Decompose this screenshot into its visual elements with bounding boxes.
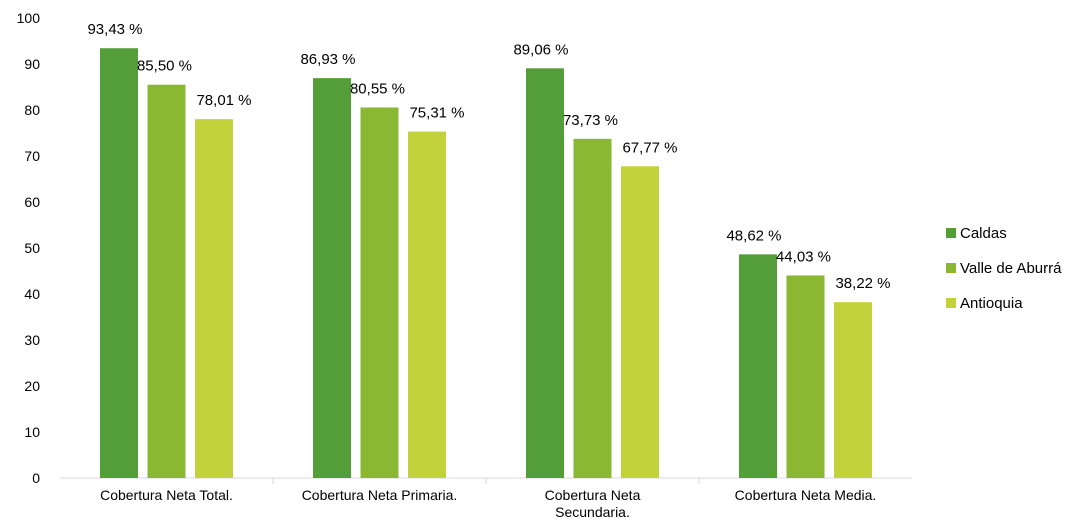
x-category-label: Cobertura Neta Primaria. xyxy=(302,487,458,503)
y-tick-label: 50 xyxy=(24,240,40,256)
y-tick-label: 20 xyxy=(24,378,40,394)
data-label: 38,22 % xyxy=(835,275,890,292)
data-label: 93,43 % xyxy=(87,21,142,38)
legend-label: Antioquia xyxy=(960,295,1023,312)
data-label: 75,31 % xyxy=(409,105,464,122)
x-category-label: Cobertura Neta xyxy=(545,487,641,503)
bar-caldas xyxy=(526,68,564,478)
legend-swatch xyxy=(946,228,956,238)
data-label: 67,77 % xyxy=(622,139,677,156)
bar-caldas xyxy=(313,78,351,478)
axes: 0 10 20 30 40 50 60 70 80 90 100 Cobertura Neta Tot… xyxy=(17,10,912,520)
bar-valle-de-aburr- xyxy=(147,84,186,478)
data-label: 78,01 % xyxy=(196,92,251,109)
y-tick-label: 70 xyxy=(24,148,40,164)
x-category-label: Cobertura Neta Media. xyxy=(735,487,877,503)
bar-caldas xyxy=(739,254,777,478)
y-tick-label: 40 xyxy=(24,286,40,302)
y-tick-label: 100 xyxy=(17,10,41,26)
y-tick-label: 0 xyxy=(32,470,40,486)
bar-valle-de-aburr- xyxy=(573,138,612,479)
legend-label: Valle de Aburrá xyxy=(960,260,1062,277)
y-tick-label: 10 xyxy=(24,424,40,440)
data-labels: 93,43 % 86,93 % 89,06 % 48,62 % 85,50 % 80,55… xyxy=(87,21,890,292)
bar-antioquia xyxy=(834,302,872,478)
bar-antioquia xyxy=(621,166,659,478)
bar-valle-de-aburr- xyxy=(360,107,399,478)
legend: Caldas Valle de Aburrá Antioquia xyxy=(946,225,1062,312)
bars xyxy=(100,48,872,479)
legend-swatch xyxy=(946,298,956,308)
data-label: 80,55 % xyxy=(350,80,405,97)
data-label: 89,06 % xyxy=(513,41,568,58)
y-tick-label: 60 xyxy=(24,194,40,210)
bar-antioquia xyxy=(408,131,446,478)
y-tick-label: 30 xyxy=(24,332,40,348)
data-label: 48,62 % xyxy=(726,227,781,244)
legend-swatch xyxy=(946,263,956,273)
x-category-label: Cobertura Neta Total. xyxy=(100,487,233,503)
x-category-label: Secundaria. xyxy=(555,504,630,520)
data-label: 73,73 % xyxy=(563,112,618,129)
bar-antioquia xyxy=(195,119,233,479)
legend-label: Caldas xyxy=(960,225,1007,242)
data-label: 85,50 % xyxy=(137,58,192,75)
y-tick-label: 80 xyxy=(24,102,40,118)
data-label: 86,93 % xyxy=(300,51,355,68)
y-tick-label: 90 xyxy=(24,56,40,72)
bar-valle-de-aburr- xyxy=(786,275,825,478)
bar-caldas xyxy=(100,48,138,479)
data-label: 44,03 % xyxy=(776,248,831,265)
